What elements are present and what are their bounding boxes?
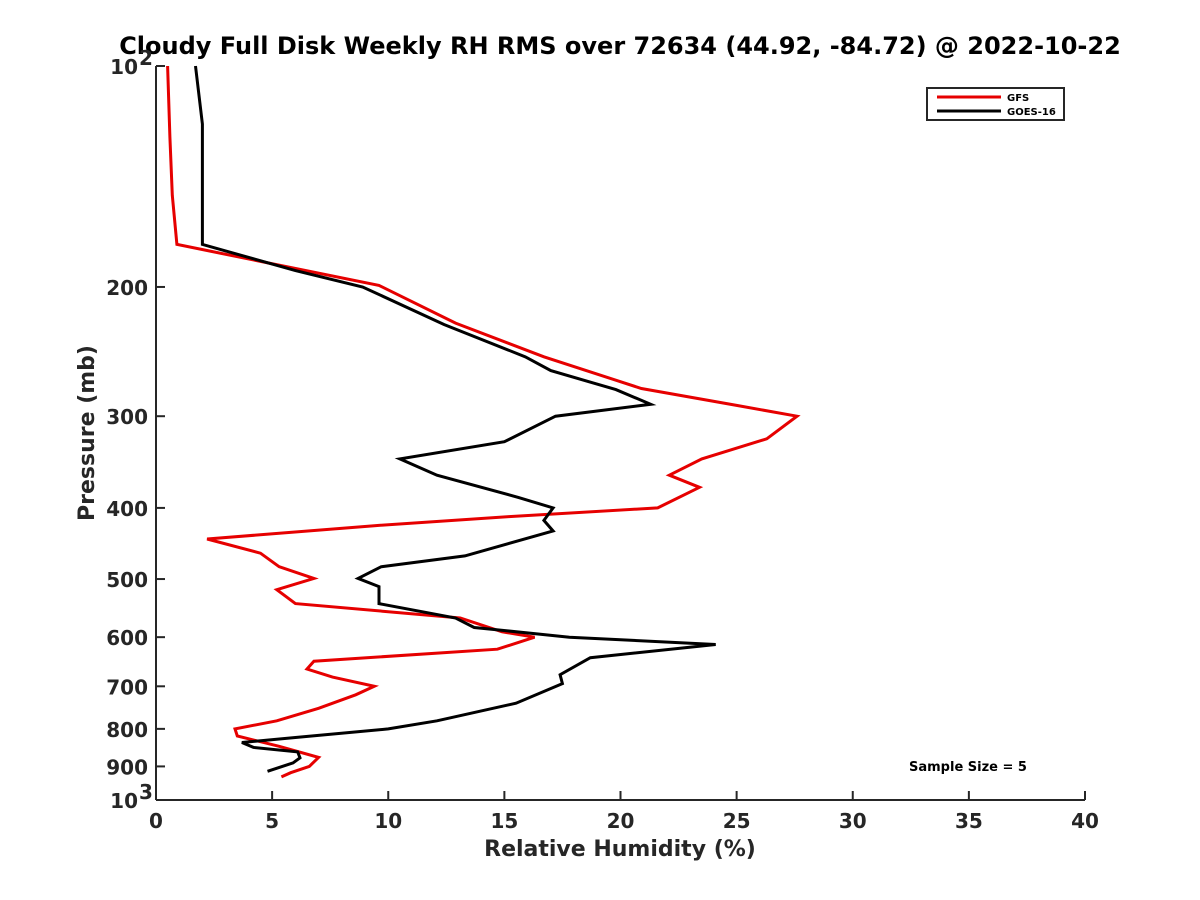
- x-tick-label: 5: [265, 809, 279, 833]
- y-tick-label: 200: [106, 276, 148, 300]
- x-axis-label: Relative Humidity (%): [484, 837, 756, 862]
- legend-label: GFS: [1007, 93, 1029, 104]
- x-tick-label: 20: [607, 809, 635, 833]
- y-tick-label: 900: [106, 755, 148, 779]
- series-line-goes-16: [194, 65, 716, 773]
- x-tick-label: 10: [374, 809, 402, 833]
- y-tick-label: 500: [106, 568, 148, 592]
- y-tick-label: 800: [106, 718, 148, 742]
- y-tick-label: 300: [106, 405, 148, 429]
- sample-size-annotation: Sample Size = 5: [909, 760, 1027, 775]
- y-tick-label: 400: [106, 497, 148, 521]
- x-tick-label: 30: [839, 809, 867, 833]
- x-tick-label: 40: [1071, 809, 1099, 833]
- series-line-gfs: [166, 65, 801, 779]
- x-tick-label: 0: [149, 809, 163, 833]
- y-tick-label: 10: [110, 789, 138, 813]
- legend: GFS GOES-16: [926, 87, 1065, 121]
- chart-title: Cloudy Full Disk Weekly RH RMS over 7263…: [119, 32, 1121, 60]
- plot-area: [166, 65, 801, 779]
- y-tick-label: 600: [106, 626, 148, 650]
- legend-label: GOES-16: [1007, 107, 1056, 118]
- y-tick-exponent: 3: [139, 780, 153, 804]
- y-axis-label: Pressure (mb): [75, 345, 100, 521]
- y-tick-exponent: 2: [139, 46, 153, 70]
- x-tick-label: 25: [723, 809, 751, 833]
- y-tick-label: 10: [110, 55, 138, 79]
- x-tick-label: 35: [955, 809, 983, 833]
- x-tick-label: 15: [490, 809, 518, 833]
- y-tick-label: 700: [106, 675, 148, 699]
- legend-box: [926, 87, 1065, 121]
